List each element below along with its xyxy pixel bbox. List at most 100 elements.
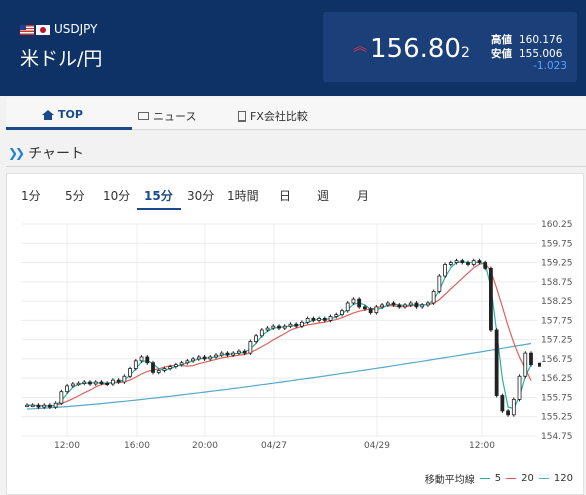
section-title: ❯❯ チャート — [8, 143, 84, 163]
tab-15m[interactable]: 15分 — [144, 189, 173, 203]
candle-body — [477, 260, 482, 263]
us-flag-icon — [20, 25, 34, 35]
news-icon — [138, 112, 149, 120]
timeframe-tabs: 1分 5分 10分 15分 30分 1時間 日 週 月 — [7, 174, 583, 211]
ma5-line — [27, 261, 532, 410]
candle-body — [334, 314, 339, 317]
candle-body — [517, 375, 522, 400]
candle-body — [259, 329, 264, 337]
candle-body — [82, 381, 87, 384]
candle-body — [357, 298, 362, 308]
candle-body — [282, 325, 287, 329]
candle-body — [391, 302, 396, 306]
candle-body — [99, 381, 104, 384]
candle-body — [93, 381, 98, 385]
legend-ma5-swatch — [479, 477, 490, 480]
candle-body — [122, 375, 127, 383]
candle-body — [454, 260, 459, 263]
tab-1h[interactable]: 1時間 — [227, 189, 259, 203]
candle-body — [506, 410, 510, 416]
candle-body — [128, 368, 132, 377]
candle-body — [443, 264, 447, 277]
candle-body — [214, 354, 218, 358]
candle-body — [191, 358, 195, 362]
candle-body — [305, 318, 310, 323]
candle-body — [523, 352, 528, 377]
y-tick-label: 160.25 — [541, 220, 573, 230]
y-tick-label: 159.75 — [541, 239, 573, 249]
y-tick-label: 158.75 — [541, 278, 573, 288]
legend-ma120-swatch — [538, 477, 549, 480]
y-tick-label: 157.75 — [541, 316, 573, 326]
ma-legend: 移動平均線 5 20 120 — [425, 471, 573, 486]
candle-body — [403, 304, 407, 308]
candle-body — [345, 302, 350, 312]
pair-name: 米ドル/円 — [20, 48, 103, 70]
current-price-marker — [538, 362, 541, 367]
candle-body — [529, 352, 533, 366]
section-title-label: チャート — [28, 146, 84, 162]
candle-body — [151, 362, 155, 373]
candle-body — [363, 306, 367, 310]
candle-body — [340, 310, 344, 315]
candle-body — [219, 352, 224, 356]
nav-top[interactable]: TOP — [42, 108, 83, 121]
x-tick-label: 04/29 — [364, 441, 390, 451]
main-nav: TOP ニュース FX会社比較 — [6, 98, 586, 130]
candle-body — [420, 304, 425, 308]
building-icon — [238, 110, 246, 122]
candle-body — [25, 404, 29, 408]
arrow-up-icon: ︽ — [353, 39, 367, 55]
candle-body — [426, 302, 430, 306]
candle-body — [116, 379, 121, 383]
candle-body — [265, 327, 270, 331]
candle-body — [237, 350, 241, 354]
home-icon — [42, 109, 54, 120]
candle-body — [105, 382, 110, 386]
nav-top-label: TOP — [58, 108, 83, 121]
candle-body — [300, 321, 304, 327]
price-header: USDJPY 米ドル/円 ︽ 156.802 高値 160.176 安値 155.0… — [0, 0, 586, 96]
tab-month[interactable]: 月 — [357, 189, 370, 203]
tab-10m[interactable]: 10分 — [103, 189, 131, 203]
candle-body — [145, 356, 150, 364]
candle-body — [494, 329, 499, 396]
candle-body — [460, 260, 465, 263]
tab-week[interactable]: 週 — [317, 189, 330, 203]
nav-active-indicator — [6, 127, 132, 130]
candle-body — [385, 302, 390, 306]
tab-5m[interactable]: 5分 — [65, 189, 85, 203]
candle-body — [196, 356, 201, 360]
candle-body — [277, 325, 281, 329]
price-chart[interactable]: 160.25 159.75 159.25 158.75 158.25 157.75 157.… — [7, 210, 583, 460]
candle-body — [288, 323, 293, 327]
candle-body — [231, 352, 236, 356]
candle-body — [397, 304, 402, 308]
candle-body — [174, 364, 178, 368]
nav-news-label: ニュース — [153, 110, 197, 123]
candle-body — [156, 370, 161, 373]
y-tick-label: 155.25 — [541, 413, 573, 423]
x-tick-label: 04/27 — [261, 441, 287, 451]
chart-card: 1分 5分 10分 15分 30分 1時間 日 週 月 160.25 159.75… — [6, 173, 584, 495]
section-divider — [6, 166, 586, 167]
candle-body — [242, 350, 247, 354]
tab-30m[interactable]: 30分 — [187, 189, 215, 203]
legend-ma20: 20 — [521, 473, 534, 484]
price-box: ︽ 156.802 高値 160.176 安値 155.006 -1.023 — [323, 12, 577, 82]
candle-body — [294, 323, 299, 327]
x-tick-label: 16:00 — [124, 441, 150, 451]
candle-body — [408, 302, 413, 306]
candle-body — [162, 368, 167, 371]
candle-body — [168, 366, 173, 369]
candle-body — [483, 262, 488, 269]
chevron-right-double-icon: ❯❯ — [8, 146, 25, 160]
tab-day[interactable]: 日 — [279, 189, 292, 203]
nav-news[interactable]: ニュース — [138, 108, 196, 124]
legend-ma20-swatch — [506, 477, 517, 480]
nav-fx-label: FX会社比較 — [250, 110, 308, 123]
tab-1m[interactable]: 1分 — [21, 189, 41, 203]
current-price: 156.802 — [370, 34, 470, 64]
candle-body — [111, 379, 115, 385]
nav-fx-compare[interactable]: FX会社比較 — [238, 108, 308, 124]
